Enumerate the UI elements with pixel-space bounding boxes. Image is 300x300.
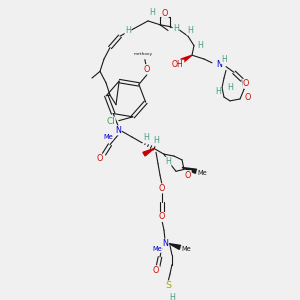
Text: H: H — [165, 157, 171, 166]
Text: O: O — [153, 266, 159, 275]
Polygon shape — [182, 167, 196, 173]
Text: N: N — [216, 60, 222, 69]
Text: O: O — [159, 184, 165, 193]
Text: Cl: Cl — [106, 117, 115, 126]
Text: H: H — [169, 293, 175, 300]
Text: H: H — [173, 24, 179, 33]
Text: H: H — [153, 136, 159, 145]
Text: H: H — [221, 55, 227, 64]
Polygon shape — [169, 244, 181, 249]
Text: O: O — [144, 65, 150, 74]
Text: N: N — [162, 239, 168, 248]
Text: H: H — [215, 87, 221, 96]
Text: methoxy: methoxy — [133, 52, 152, 56]
Text: Me: Me — [103, 134, 113, 140]
Polygon shape — [143, 148, 154, 156]
Text: H: H — [125, 26, 131, 35]
Text: O: O — [97, 154, 103, 164]
Text: O: O — [159, 212, 165, 221]
Text: O: O — [243, 79, 249, 88]
Text: O: O — [162, 9, 168, 18]
Text: O: O — [185, 171, 191, 180]
Text: OH: OH — [172, 60, 184, 69]
Polygon shape — [181, 55, 192, 63]
Text: H: H — [143, 133, 149, 142]
Text: H: H — [197, 41, 203, 50]
Text: H: H — [149, 8, 155, 17]
Text: Me: Me — [152, 246, 162, 252]
Text: H: H — [227, 83, 233, 92]
Text: O: O — [245, 93, 251, 102]
Text: Me: Me — [181, 246, 191, 252]
Text: S: S — [165, 281, 171, 290]
Text: H: H — [187, 26, 193, 35]
Text: N: N — [115, 126, 121, 135]
Text: Me: Me — [197, 170, 207, 176]
